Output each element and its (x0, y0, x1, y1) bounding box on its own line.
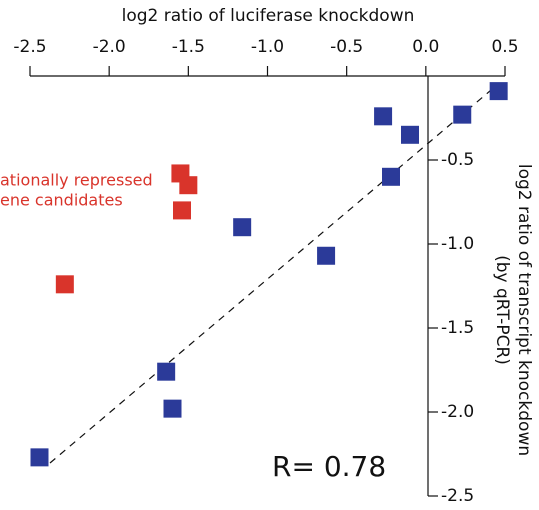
y-tick-label: -1.5 (441, 318, 474, 338)
y-tick-label: -2.5 (441, 486, 474, 506)
point (30, 448, 49, 467)
point (401, 125, 419, 144)
y-tick-label: -1.0 (441, 234, 474, 254)
x-tick-label: -1.0 (251, 37, 284, 57)
point (317, 246, 336, 265)
point (157, 362, 176, 381)
x-tick-label: 0.0 (412, 37, 439, 57)
y-tick-label: -0.5 (441, 150, 474, 170)
x-axis-title: log2 ratio of luciferase knockdown (122, 6, 415, 26)
point (374, 107, 393, 126)
y-axis-title: log2 ratio of transcript knockdown (514, 164, 534, 456)
x-tick-label: 0.5 (491, 37, 518, 57)
annotation: ationally repressed (0, 171, 153, 190)
y-axis-title: (by qRT-PCR) (492, 255, 512, 365)
x-tick-label: -2.5 (13, 37, 46, 57)
point (233, 218, 252, 237)
point (173, 201, 191, 220)
x-tick-label: -2.0 (93, 37, 126, 57)
y-tick-label: -2.0 (441, 402, 474, 422)
x-tick-label: -1.5 (172, 37, 205, 57)
point (489, 82, 508, 101)
point (55, 275, 74, 294)
point (163, 399, 182, 418)
x-tick-label: -0.5 (330, 37, 363, 57)
point (179, 176, 198, 195)
point (382, 167, 400, 186)
correlation-label: R= 0.78 (272, 450, 386, 483)
point (453, 105, 472, 124)
annotation: ene candidates (0, 191, 123, 210)
regression-line (49, 84, 498, 464)
